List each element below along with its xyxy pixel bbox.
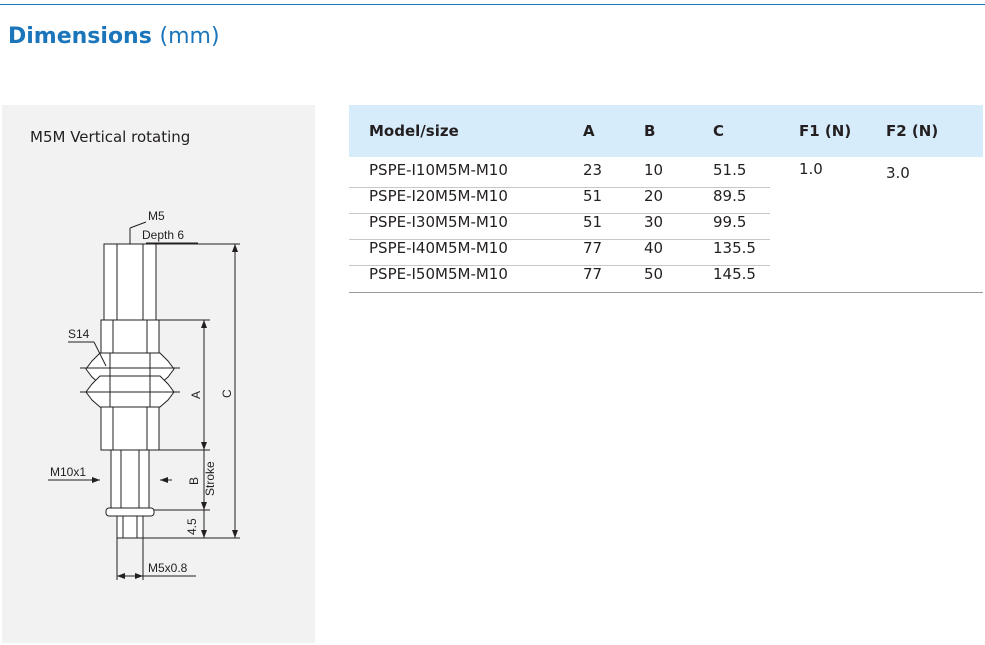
cell-b: 50 bbox=[644, 265, 664, 283]
cell-c: 89.5 bbox=[713, 187, 747, 205]
label-stroke: Stroke bbox=[203, 461, 217, 496]
header-f1: F1 (N) bbox=[799, 122, 852, 140]
hex-nuts bbox=[80, 352, 180, 408]
cell-model: PSPE-I10M5M-M10 bbox=[369, 161, 508, 179]
cell-model: PSPE-I50M5M-M10 bbox=[369, 265, 508, 283]
label-c: C bbox=[220, 389, 234, 398]
spec-table: Model/size A B C F1 (N) F2 (N) PSPE-I10M… bbox=[349, 105, 983, 287]
label-m5x08: M5x0.8 bbox=[148, 561, 188, 575]
label-4-5: 4.5 bbox=[185, 518, 199, 535]
page-title: Dimensions (mm) bbox=[8, 24, 220, 49]
header-model: Model/size bbox=[369, 122, 459, 140]
page-title-unit: (mm) bbox=[159, 24, 220, 49]
label-b: B bbox=[187, 477, 201, 485]
header-f2: F2 (N) bbox=[886, 122, 939, 140]
table-header-row: Model/size A B C F1 (N) F2 (N) bbox=[349, 105, 983, 157]
cell-a: 51 bbox=[583, 187, 603, 205]
table-row: PSPE-I50M5M-M10 77 50 145.5 bbox=[349, 261, 983, 287]
cell-model: PSPE-I40M5M-M10 bbox=[369, 239, 508, 257]
cell-f1: 1.0 bbox=[799, 160, 823, 178]
cell-model: PSPE-I30M5M-M10 bbox=[369, 213, 508, 231]
label-s14: S14 bbox=[68, 327, 90, 341]
cell-b: 30 bbox=[644, 213, 664, 231]
cell-b: 20 bbox=[644, 187, 664, 205]
cell-a: 77 bbox=[583, 239, 603, 257]
bottom-fitting bbox=[116, 515, 144, 539]
row-separator bbox=[349, 187, 770, 188]
top-shaft bbox=[103, 243, 157, 321]
cell-c: 135.5 bbox=[713, 239, 756, 257]
label-m5: M5 bbox=[148, 209, 165, 223]
row-separator bbox=[349, 265, 770, 266]
label-a: A bbox=[189, 391, 203, 399]
cell-a: 51 bbox=[583, 213, 603, 231]
top-rule bbox=[0, 4, 985, 5]
cell-c: 145.5 bbox=[713, 265, 756, 283]
drawing-caption: M5M Vertical rotating bbox=[30, 128, 191, 146]
cell-b: 40 bbox=[644, 239, 664, 257]
cell-b: 10 bbox=[644, 161, 664, 179]
label-m10: M10x1 bbox=[50, 465, 86, 479]
plunger bbox=[110, 449, 150, 509]
pad bbox=[105, 507, 155, 517]
cell-model: PSPE-I20M5M-M10 bbox=[369, 187, 508, 205]
cell-c: 99.5 bbox=[713, 213, 747, 231]
table-row: PSPE-I40M5M-M10 77 40 135.5 bbox=[349, 235, 983, 261]
cell-f2: 3.0 bbox=[886, 164, 910, 182]
label-depth: Depth 6 bbox=[142, 228, 184, 242]
table-bottom-rule bbox=[349, 292, 983, 293]
cell-a: 77 bbox=[583, 265, 603, 283]
row-separator bbox=[349, 213, 770, 214]
technical-drawing: M5 Depth 6 S14 A C M10x1 B Stroke 4.5 M5… bbox=[48, 209, 240, 580]
cell-c: 51.5 bbox=[713, 161, 747, 179]
header-b: B bbox=[644, 122, 656, 140]
cell-a: 23 bbox=[583, 161, 603, 179]
table-row: PSPE-I10M5M-M10 23 10 51.5 1.0 3.0 bbox=[349, 157, 983, 183]
header-a: A bbox=[583, 122, 595, 140]
header-c: C bbox=[713, 122, 725, 140]
table-row: PSPE-I30M5M-M10 51 30 99.5 bbox=[349, 209, 983, 235]
table-row: PSPE-I20M5M-M10 51 20 89.5 bbox=[349, 183, 983, 209]
row-separator bbox=[349, 239, 770, 240]
page-title-text: Dimensions bbox=[8, 24, 152, 49]
